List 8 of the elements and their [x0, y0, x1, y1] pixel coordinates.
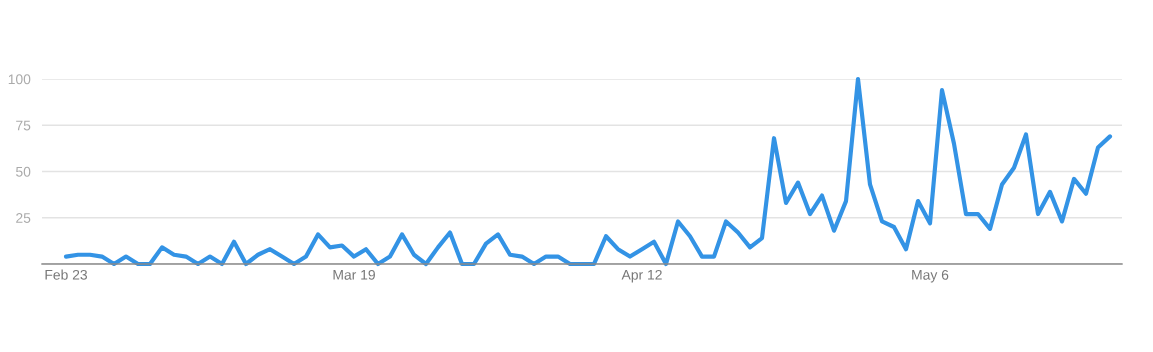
- x-tick-label: May 6: [912, 269, 949, 283]
- y-tick-label: 75: [16, 120, 31, 131]
- x-tick-label: Apr 12: [621, 269, 662, 283]
- x-tick-label: Mar 19: [333, 269, 375, 280]
- y-tick-label: 50: [16, 166, 31, 177]
- x-tick-label: Feb 23: [45, 269, 88, 280]
- y-tick-label: 100: [8, 74, 31, 85]
- y-tick-label: 25: [16, 213, 31, 223]
